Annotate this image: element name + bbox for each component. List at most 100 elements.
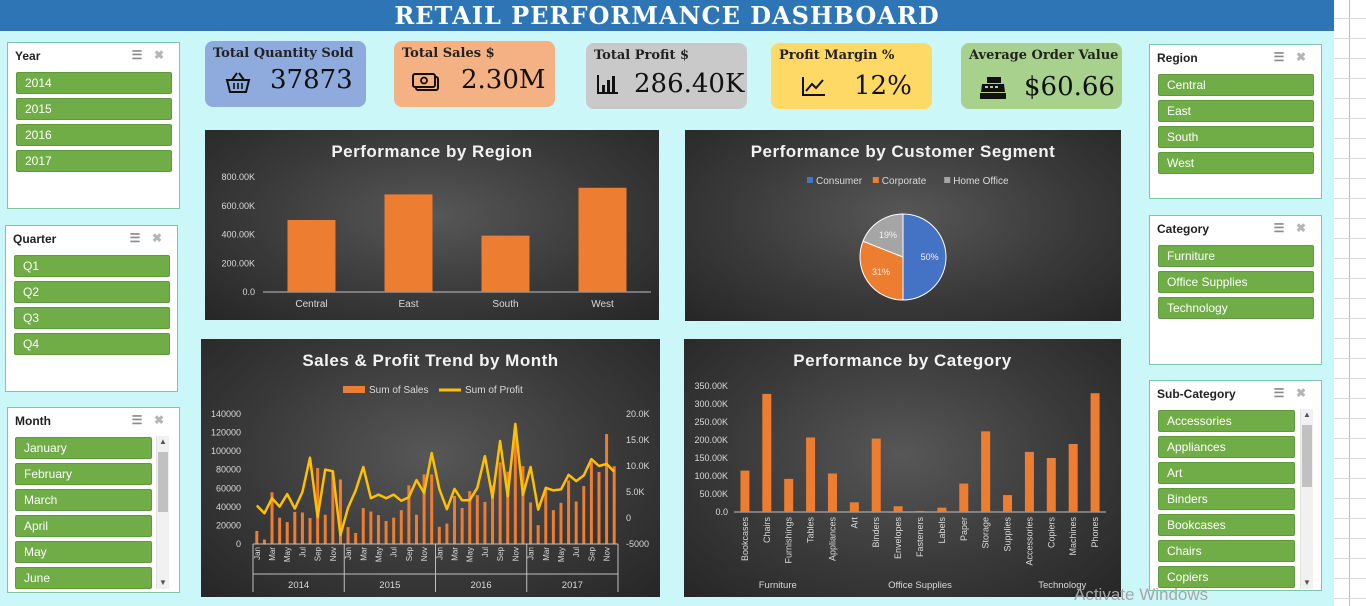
slicer-item-appliances[interactable]: Appliances — [1158, 436, 1295, 458]
category-chart-title: Performance by Category — [793, 351, 1012, 370]
scrollbar-thumb[interactable] — [158, 452, 168, 512]
x-tick-label: Binders — [871, 517, 881, 548]
clear-filter-icon[interactable]: ✖ — [153, 413, 165, 427]
slicer-item-chairs[interactable]: Chairs — [1158, 540, 1295, 562]
sales-bar — [513, 434, 517, 544]
slicer-item-west[interactable]: West — [1158, 152, 1314, 174]
trend-chart[interactable]: Sales & Profit Trend by Month Sum of Sal… — [201, 339, 660, 597]
slicer-item-2014[interactable]: 2014 — [16, 72, 172, 94]
y-tick-label: 600.00K — [221, 201, 255, 211]
multi-select-icon[interactable]: ☰ — [1273, 50, 1285, 64]
scroll-down-icon[interactable]: ▼ — [159, 578, 167, 587]
x-tick-label: East — [398, 299, 418, 310]
sales-bar — [316, 468, 320, 544]
kpi-average-order-value: Average Order Value $60.66 — [961, 43, 1122, 109]
sales-bar — [612, 466, 616, 544]
subcategory-slicer-scrollbar[interactable]: ▲ ▼ — [1300, 409, 1313, 589]
month-tick-label: Sep — [496, 546, 505, 561]
sales-bar — [498, 462, 502, 544]
month-tick-label: Jan — [253, 547, 262, 560]
dashboard-title: RETAIL PERFORMANCE DASHBOARD — [0, 0, 1334, 31]
sales-bar — [589, 462, 593, 544]
slicer-item-2017[interactable]: 2017 — [16, 150, 172, 172]
slicer-item-q4[interactable]: Q4 — [14, 333, 170, 355]
sheet-grid-strip — [1334, 0, 1366, 606]
sheet-gridline — [1334, 58, 1366, 59]
slicer-item-q3[interactable]: Q3 — [14, 307, 170, 329]
multi-select-icon[interactable]: ☰ — [1273, 386, 1285, 400]
slicer-item-may[interactable]: May — [15, 541, 152, 563]
subcategory-slicer-title: Sub-Category — [1157, 387, 1236, 401]
bar — [784, 478, 794, 512]
slicer-item-binders[interactable]: Binders — [1158, 488, 1295, 510]
slicer-item-technology[interactable]: Technology — [1158, 297, 1314, 319]
slicer-item-march[interactable]: March — [15, 489, 152, 511]
slicer-item-south[interactable]: South — [1158, 126, 1314, 148]
year-label: 2016 — [471, 580, 492, 591]
segment-chart[interactable]: Performance by Customer Segment Consumer… — [685, 130, 1121, 321]
money-icon — [412, 71, 440, 99]
month-tick-label: Nov — [511, 547, 520, 561]
slicer-item-2015[interactable]: 2015 — [16, 98, 172, 120]
scrollbar-thumb[interactable] — [1302, 425, 1312, 487]
region-slicer-title: Region — [1157, 51, 1198, 65]
sales-bar — [437, 526, 441, 544]
clear-filter-icon[interactable]: ✖ — [1295, 221, 1307, 235]
group-label: Furniture — [759, 580, 797, 591]
sheet-gridline — [1334, 38, 1366, 39]
scroll-up-icon[interactable]: ▲ — [1303, 410, 1311, 419]
sales-bar — [270, 492, 274, 544]
slicer-item-accessories[interactable]: Accessories — [1158, 410, 1295, 432]
sheet-gridline — [1334, 338, 1366, 339]
slicer-item-q2[interactable]: Q2 — [14, 281, 170, 303]
clear-filter-icon[interactable]: ✖ — [153, 48, 165, 62]
slicer-item-east[interactable]: East — [1158, 100, 1314, 122]
month-slicer: Month ☰ ✖ January February March April M… — [7, 407, 180, 593]
x-tick-label: Fasteners — [915, 517, 925, 558]
legend-swatch — [807, 177, 813, 183]
slicer-item-february[interactable]: February — [15, 463, 152, 485]
slice-data-label: 50% — [921, 252, 939, 262]
slicer-item-office-supplies[interactable]: Office Supplies — [1158, 271, 1314, 293]
month-tick-label: Jul — [390, 547, 399, 557]
sales-bar — [407, 485, 411, 544]
slicer-item-q1[interactable]: Q1 — [14, 255, 170, 277]
multi-select-icon[interactable]: ☰ — [129, 231, 141, 245]
category-chart[interactable]: Performance by Category 0.0 50.00K 100.00K… — [684, 339, 1121, 597]
slicer-item-january[interactable]: January — [15, 437, 152, 459]
slicer-item-art[interactable]: Art — [1158, 462, 1295, 484]
multi-select-icon[interactable]: ☰ — [131, 413, 143, 427]
month-tick-label: Nov — [329, 547, 338, 561]
slicer-item-copiers[interactable]: Copiers — [1158, 566, 1295, 588]
x-tick-label: Appliances — [827, 517, 837, 562]
sheet-gridline — [1334, 278, 1366, 279]
kpi-value: 37873 — [270, 65, 353, 95]
sales-bar — [544, 489, 548, 544]
slicer-item-april[interactable]: April — [15, 515, 152, 537]
region-chart-title: Performance by Region — [331, 142, 533, 161]
sales-bar — [506, 471, 510, 544]
region-chart[interactable]: Performance by Region 0.0 200.00K 400.00K 6… — [205, 130, 659, 320]
multi-select-icon[interactable]: ☰ — [1273, 221, 1285, 235]
multi-select-icon[interactable]: ☰ — [131, 48, 143, 62]
sales-bar — [529, 502, 533, 544]
slicer-item-bookcases[interactable]: Bookcases — [1158, 514, 1295, 536]
y-tick-label: 200.00K — [694, 435, 728, 445]
slicer-item-central[interactable]: Central — [1158, 74, 1314, 96]
month-slicer-scrollbar[interactable]: ▲ ▼ — [156, 436, 169, 589]
scroll-down-icon[interactable]: ▼ — [1303, 578, 1311, 587]
slicer-item-2016[interactable]: 2016 — [16, 124, 172, 146]
scroll-up-icon[interactable]: ▲ — [159, 437, 167, 446]
sheet-gridline — [1334, 478, 1366, 479]
kpi-title: Profit Margin % — [779, 48, 895, 63]
clear-filter-icon[interactable]: ✖ — [1295, 50, 1307, 64]
slice-data-label: 31% — [872, 267, 890, 277]
clear-filter-icon[interactable]: ✖ — [1295, 386, 1307, 400]
bar — [762, 393, 772, 512]
bar — [937, 507, 947, 512]
bar — [981, 431, 991, 512]
y-tick-label: 120000 — [211, 428, 241, 438]
clear-filter-icon[interactable]: ✖ — [151, 231, 163, 245]
slicer-item-june[interactable]: June — [15, 567, 152, 589]
slicer-item-furniture[interactable]: Furniture — [1158, 245, 1314, 267]
